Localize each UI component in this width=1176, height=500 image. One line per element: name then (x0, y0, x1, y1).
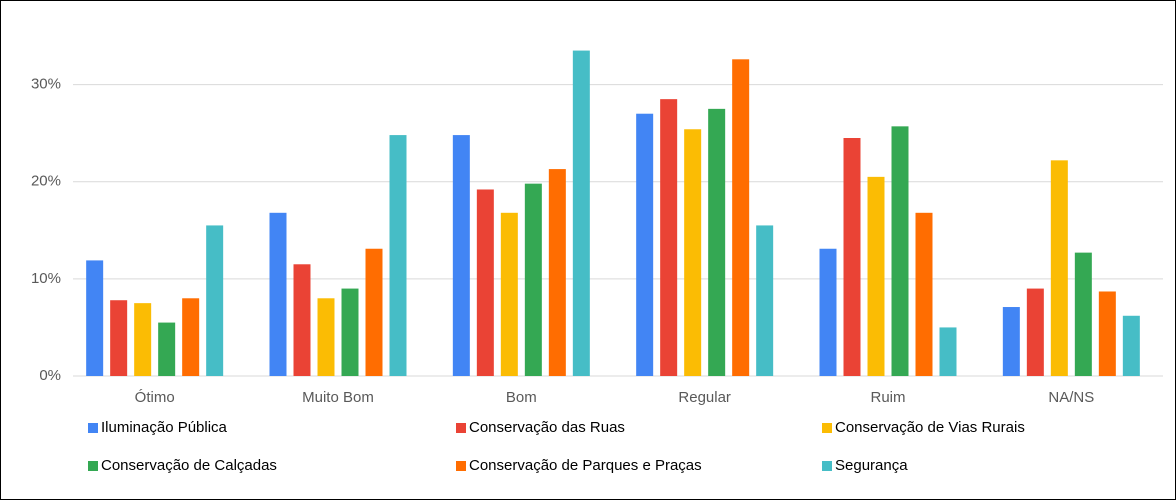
bar (86, 260, 104, 376)
bar (476, 189, 494, 376)
bar (500, 212, 518, 376)
legend-label: Conservação das Ruas (469, 419, 625, 436)
bar (158, 322, 176, 376)
x-tick-label: NA/NS (1048, 389, 1094, 406)
bar (1002, 307, 1020, 376)
legend-swatch (822, 423, 832, 433)
bar (365, 248, 383, 376)
legend-label: Conservação de Parques e Praças (469, 457, 702, 474)
legend-label: Iluminação Pública (101, 419, 228, 436)
bar (572, 50, 590, 376)
legend-swatch (456, 461, 466, 471)
y-tick-label: 30% (31, 76, 61, 93)
y-tick-label: 0% (39, 367, 61, 384)
bar (1122, 315, 1140, 376)
bar (317, 298, 335, 376)
x-tick-label: Bom (506, 389, 537, 406)
legend-swatch (88, 461, 98, 471)
bar (293, 264, 311, 376)
bar (1074, 252, 1092, 376)
bar (708, 108, 726, 376)
x-tick-label: Ótimo (135, 389, 175, 406)
y-tick-label: 10% (31, 270, 61, 287)
bar (134, 303, 152, 376)
bar (756, 225, 774, 376)
bar (389, 135, 407, 376)
x-tick-label: Ruim (870, 389, 905, 406)
legend-label: Segurança (835, 457, 908, 474)
bar (636, 113, 654, 376)
bar (1098, 291, 1116, 376)
bar (867, 176, 885, 376)
bar (206, 225, 224, 376)
bar (732, 59, 750, 377)
bar (684, 129, 702, 376)
bar (1050, 160, 1068, 376)
bar (269, 212, 287, 376)
bar (660, 99, 678, 377)
bar (110, 300, 128, 376)
bar (939, 327, 957, 376)
bar (915, 212, 933, 376)
bar (548, 169, 566, 376)
bar (524, 183, 542, 376)
bar (843, 138, 861, 376)
x-tick-label: Muito Bom (302, 389, 374, 406)
x-tick-label: Regular (678, 389, 731, 406)
legend-swatch (456, 423, 466, 433)
bar (341, 288, 359, 376)
legend-label: Conservação de Vias Rurais (835, 419, 1025, 436)
bar (819, 248, 837, 376)
legend-swatch (822, 461, 832, 471)
bar (1026, 288, 1044, 376)
bar (452, 135, 470, 376)
bar (182, 298, 200, 376)
legend-label: Conservação de Calçadas (101, 457, 277, 474)
bar (891, 126, 909, 376)
legend-swatch (88, 423, 98, 433)
y-tick-label: 20% (31, 173, 61, 190)
